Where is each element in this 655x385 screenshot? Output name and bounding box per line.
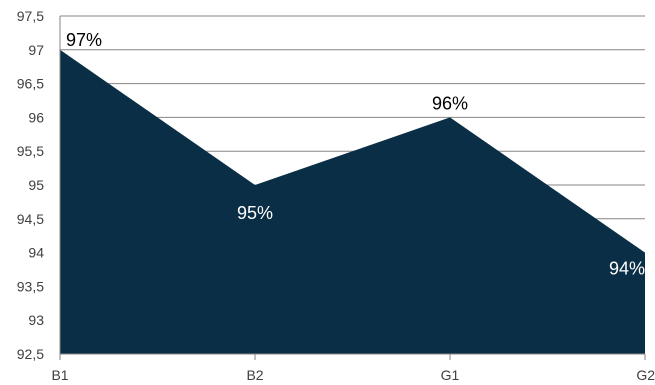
y-tick-label: 94 [28,245,44,261]
data-label: 95% [237,203,273,223]
data-label: 97% [66,30,102,50]
data-label: 96% [432,93,468,113]
y-tick-label: 96,5 [17,76,44,92]
data-labels: 97% 95% 96% 94% [66,30,645,279]
area-series [60,49,645,355]
y-tick-label: 94,5 [17,211,44,227]
x-tick-label: G2 [636,367,655,383]
y-tick-label: 93 [28,312,44,328]
data-label: 94% [609,259,645,279]
y-tick-label: 95,5 [17,143,44,159]
y-tick-label: 97,5 [17,8,44,24]
axes: 92,5 93 93,5 94 94,5 95 95,5 96 96,5 97 97,5 B1 B2 G1… [17,8,655,383]
y-tick-label: 97 [28,42,44,58]
x-tick-label: B2 [246,367,263,383]
area-fill [60,49,645,355]
x-tick-label: B1 [51,367,68,383]
y-tick-label: 93,5 [17,278,44,294]
y-tick-label: 96 [28,109,44,125]
y-tick-label: 92,5 [17,346,44,362]
x-tick-label: G1 [441,367,460,383]
y-tick-label: 95 [28,177,44,193]
